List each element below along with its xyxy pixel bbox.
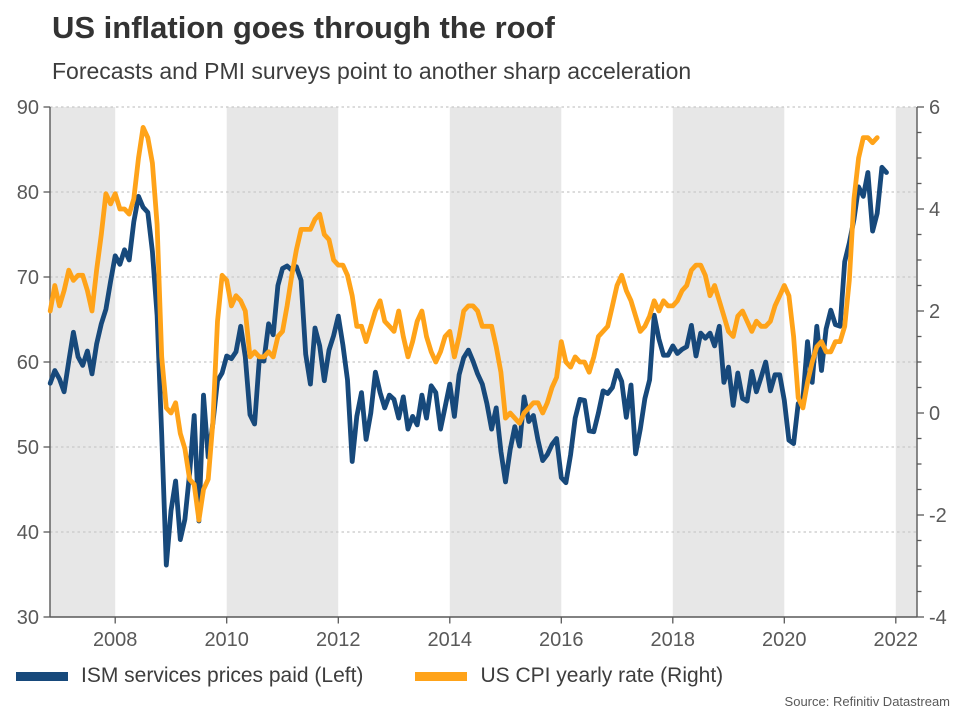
left-axis-label: 50: [17, 437, 39, 459]
left-axis-label: 40: [17, 522, 39, 544]
x-axis-label: 2018: [651, 629, 696, 651]
x-axis-label: 2022: [874, 629, 919, 651]
left-axis-label: 80: [17, 182, 39, 204]
legend-item-cpi: US CPI yearly rate (Right): [415, 664, 723, 688]
x-axis-label: 2010: [204, 629, 249, 651]
source-note: Source: Refinitiv Datastream: [784, 694, 950, 709]
legend-label-cpi: US CPI yearly rate (Right): [480, 664, 724, 687]
chart-title: US inflation goes through the roof: [52, 10, 555, 45]
chart-subtitle: Forecasts and PMI surveys point to anoth…: [52, 58, 692, 84]
right-axis-label: -2: [929, 505, 947, 527]
x-axis-label: 2012: [316, 629, 361, 651]
left-axis-label: 60: [17, 352, 39, 374]
x-axis-label: 2008: [93, 629, 138, 651]
x-axis-label: 2014: [428, 629, 473, 651]
legend: ISM services prices paid (Left) US CPI y…: [16, 664, 723, 688]
recession-band: [895, 107, 917, 617]
recession-band: [449, 107, 562, 617]
right-axis-label: -4: [929, 607, 947, 629]
legend-label-ism: ISM services prices paid (Left): [81, 664, 364, 687]
right-axis-label: 4: [929, 199, 940, 221]
x-axis-label: 2016: [539, 629, 584, 651]
cpi-series-swatch: [415, 671, 468, 681]
x-axis-label: 2020: [762, 629, 807, 651]
left-axis-label: 70: [17, 267, 39, 289]
legend-item-ism: ISM services prices paid (Left): [16, 664, 363, 688]
right-axis-label: 6: [929, 97, 940, 119]
series-line-cpi: [47, 125, 880, 523]
ism-series-swatch: [16, 671, 68, 681]
right-axis-label: 2: [929, 301, 940, 323]
left-axis-label: 30: [17, 607, 39, 629]
left-axis-label: 90: [17, 97, 39, 119]
right-axis-label: 0: [929, 403, 940, 425]
